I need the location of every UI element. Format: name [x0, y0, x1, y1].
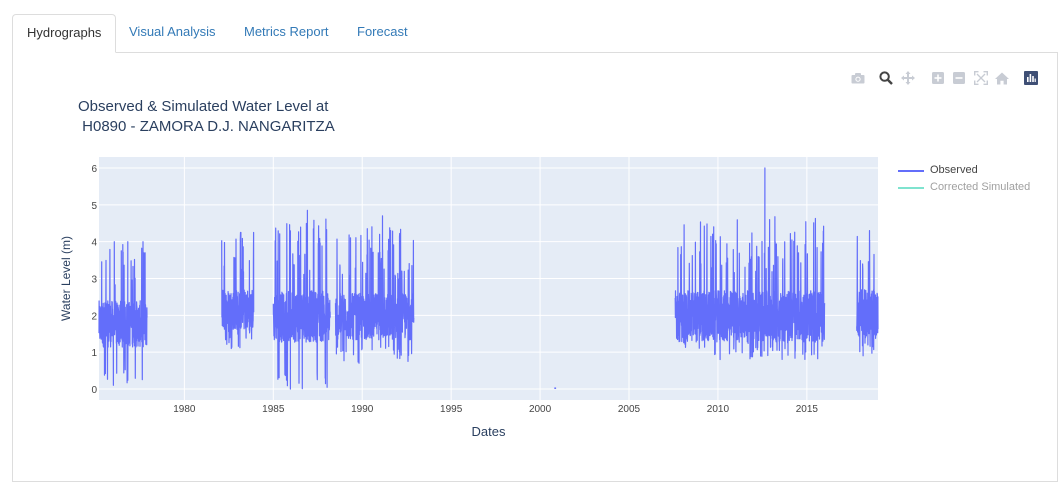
y-tick-label: 6 — [91, 164, 97, 175]
x-axis-label: Dates — [472, 424, 506, 439]
y-tick-label: 3 — [91, 275, 97, 286]
observed-trace-segment — [334, 215, 415, 364]
reset-axes-icon[interactable] — [994, 70, 1010, 86]
legend-label-observed: Observed — [930, 164, 978, 176]
x-tick-label: 1990 — [351, 404, 374, 415]
legend-item-observed[interactable]: Observed — [898, 163, 1030, 180]
x-tick-label: 2000 — [529, 404, 552, 415]
zoom-icon[interactable] — [878, 70, 894, 86]
legend-line-observed — [898, 170, 924, 172]
y-axis-ticks: 0 1 2 3 4 5 6 — [91, 164, 97, 396]
legend-line-corrected-simulated — [898, 187, 924, 189]
x-tick-label: 1985 — [262, 404, 285, 415]
x-tick-label: 1995 — [440, 404, 463, 415]
zoom-out-icon[interactable] — [951, 70, 967, 86]
y-tick-label: 2 — [91, 311, 97, 322]
legend-item-corrected-simulated[interactable]: Corrected Simulated — [898, 180, 1030, 197]
tab-forecast[interactable]: Forecast — [357, 24, 408, 39]
observed-trace-segment — [221, 231, 255, 350]
traces — [98, 167, 879, 390]
chart-title: Observed & Simulated Water Level at H089… — [78, 98, 335, 135]
observed-trace-segment — [856, 230, 879, 357]
y-tick-label: 0 — [91, 385, 97, 396]
legend: Observed Corrected Simulated — [898, 163, 1030, 197]
y-tick-label: 5 — [91, 201, 97, 212]
y-tick-label: 1 — [91, 348, 97, 359]
tab-bar: Hydrographs Visual Analysis Metrics Repo… — [12, 14, 1058, 53]
tab-hydrographs[interactable]: Hydrographs — [12, 14, 117, 53]
x-tick-label: 2010 — [707, 404, 730, 415]
x-tick-label: 2005 — [618, 404, 641, 415]
x-tick-label: 2015 — [796, 404, 819, 415]
camera-icon[interactable] — [850, 70, 866, 86]
y-axis-label: Water Level (m) — [59, 236, 73, 321]
zoom-in-icon[interactable] — [930, 70, 946, 86]
y-tick-label: 4 — [91, 238, 97, 249]
observed-trace-segment — [272, 209, 331, 390]
x-tick-label: 1980 — [173, 404, 196, 415]
autoscale-icon[interactable] — [973, 70, 989, 86]
observed-trace-segment — [674, 167, 826, 361]
observed-trace-segment — [98, 241, 148, 386]
x-axis-ticks: 1980 1985 1990 1995 2000 2005 2010 2015 — [173, 404, 818, 415]
tab-metrics-report[interactable]: Metrics Report — [244, 24, 329, 39]
pan-icon[interactable] — [900, 70, 916, 86]
tab-visual-analysis[interactable]: Visual Analysis — [129, 24, 216, 39]
legend-label-corrected-simulated: Corrected Simulated — [930, 181, 1031, 193]
plotly-logo-icon[interactable] — [1023, 70, 1039, 86]
